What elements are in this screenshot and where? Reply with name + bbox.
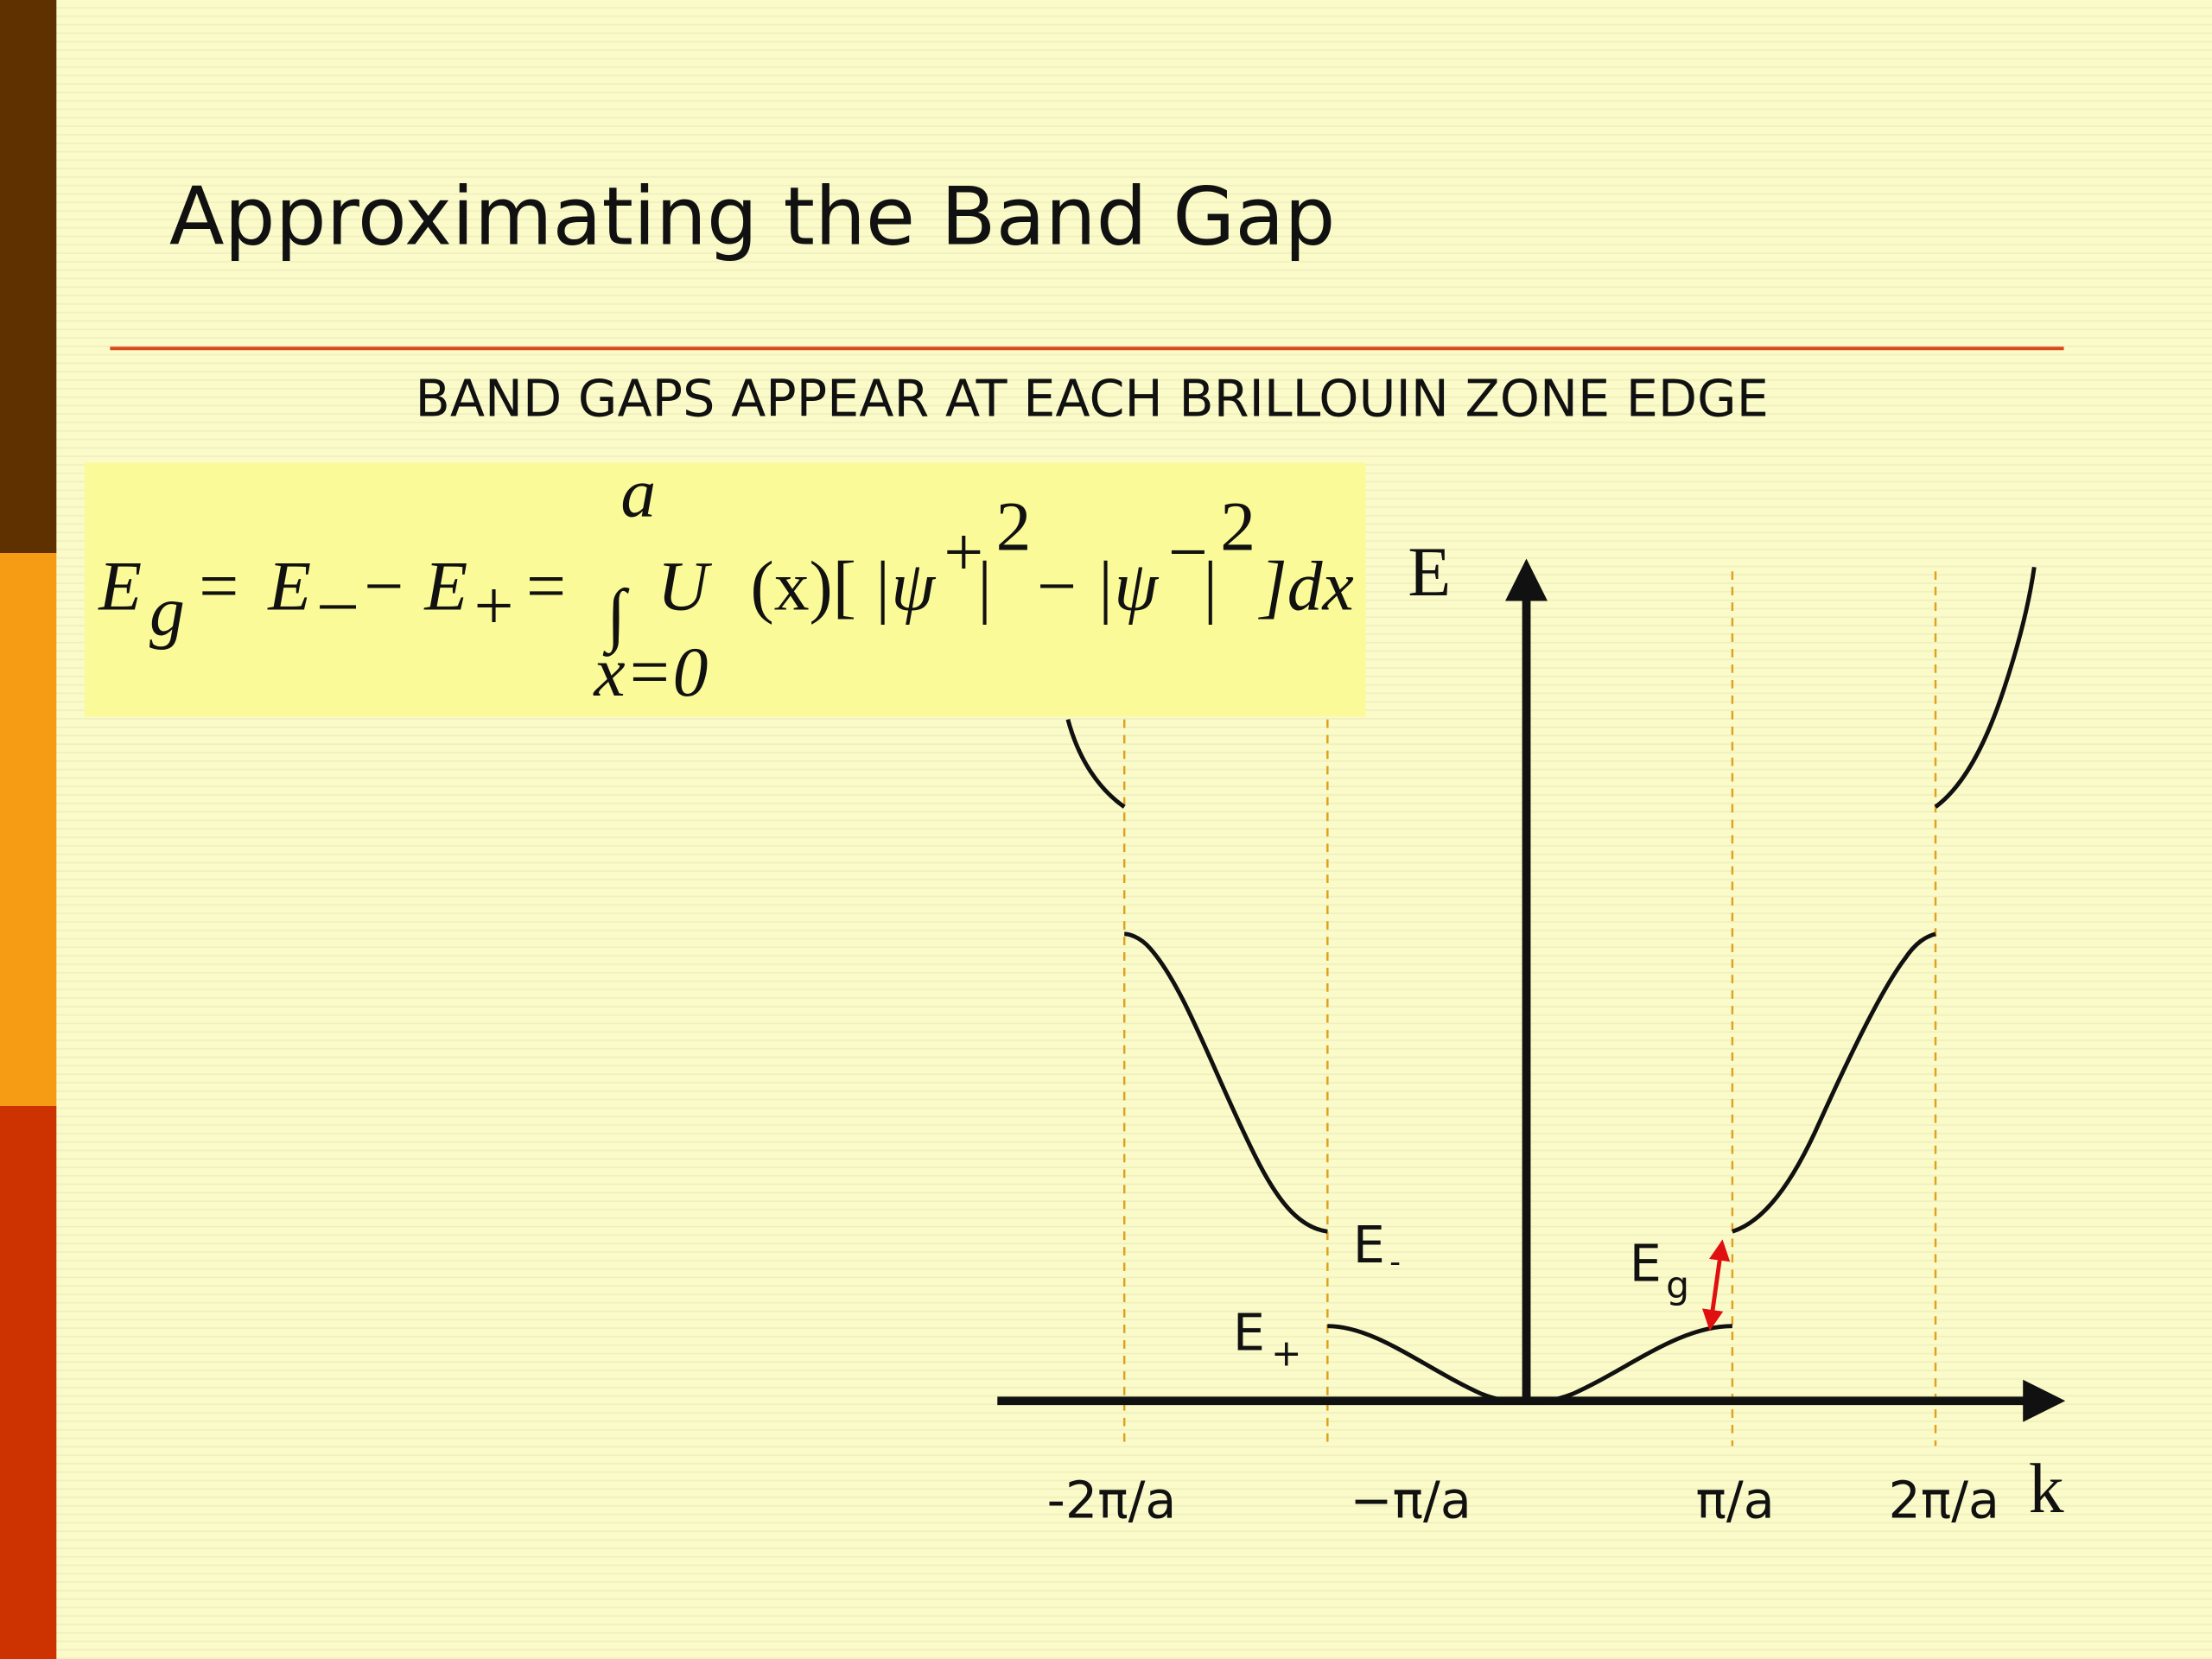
eq-token: = [199, 546, 238, 625]
eq-token: − [1037, 546, 1077, 625]
x-axis-label: k [2029, 1449, 2064, 1528]
eq-token: |ψ [1095, 546, 1159, 625]
e-minus-sub: - [1389, 1245, 1401, 1281]
eq-token: x=0 [593, 632, 708, 711]
eq-token: | [1204, 546, 1217, 625]
subtitle: BAND GAPS APPEAR AT EACH BRILLOUIN ZONE … [416, 369, 1769, 429]
eq-token: U [658, 546, 713, 625]
eq-token: 2 [1220, 487, 1255, 566]
eq-token: ∫ [602, 575, 630, 657]
tick-label: −π/a [1350, 1471, 1471, 1530]
third-band-left [1065, 719, 1126, 809]
first-band [1327, 1324, 1732, 1404]
eq-token: E [98, 546, 142, 625]
tick-label: -2π/a [1047, 1471, 1177, 1530]
side-bar-bottom [0, 1106, 57, 1659]
eq-token: = [526, 546, 566, 625]
e-plus-label: E [1233, 1302, 1265, 1362]
tick-label: 2π/a [1888, 1471, 1999, 1530]
third-band-right [1934, 566, 2037, 809]
equation-box [84, 462, 1366, 717]
equation: E g = E – − E + = ∫ a x=0 U (x)[ |ψ + | … [98, 454, 1353, 711]
eq-token: − [1168, 512, 1208, 591]
gap-arrow [1701, 1239, 1731, 1332]
second-band-left [1124, 931, 1328, 1234]
tick-label: π/a [1696, 1471, 1775, 1530]
eq-token: | [977, 546, 991, 625]
eq-token: + [944, 512, 983, 591]
eq-token: + [474, 566, 514, 645]
second-band-right [1732, 931, 1936, 1234]
eq-token: |ψ [872, 546, 936, 625]
e-minus-label: E [1353, 1215, 1385, 1274]
e-gap-label: E [1630, 1233, 1662, 1293]
side-bar-middle [0, 553, 57, 1106]
e-gap-sub: g [1666, 1265, 1689, 1307]
eq-token: − [364, 546, 404, 625]
eq-token: a [620, 454, 656, 532]
e-plus-sub: + [1271, 1332, 1302, 1375]
eq-token: ]dx [1258, 546, 1354, 625]
eq-token: – [320, 561, 357, 639]
slide-title: Approximating the Band Gap [169, 169, 1335, 263]
side-bar-top [0, 0, 57, 553]
eq-token: E [423, 546, 467, 625]
y-axis-label: E [1408, 532, 1451, 611]
band-diagram: E k -2π/a −π/a π/a 2π/a E - E + E g [997, 532, 2066, 1530]
eq-token: (x)[ [751, 546, 856, 625]
eq-token: 2 [996, 487, 1032, 566]
eq-token: E [267, 546, 311, 625]
eq-token: g [149, 572, 185, 651]
